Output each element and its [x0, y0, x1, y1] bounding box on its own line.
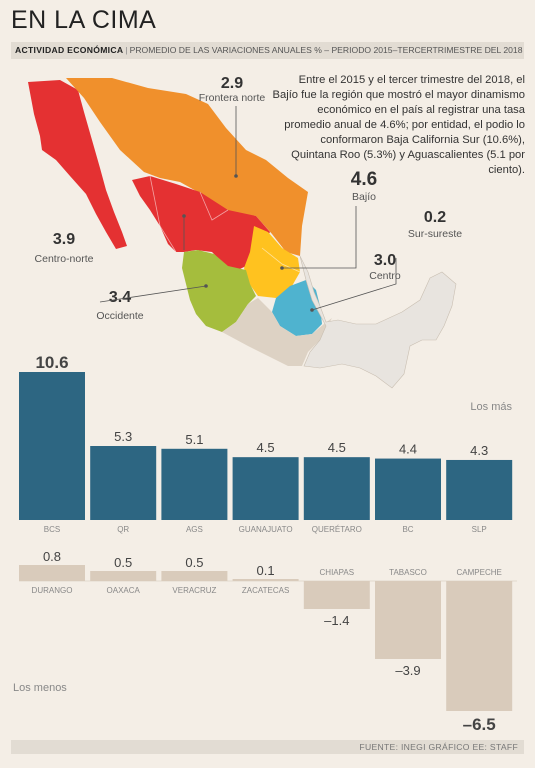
bottom-bar-value-label: –3.9: [395, 663, 420, 678]
top-bar-category-label: SLP: [472, 525, 487, 534]
intro-text: Entre el 2015 y el tercer trimestre del …: [272, 74, 525, 176]
bottom-bar: [303, 581, 370, 609]
bottom-bar-value-label: –6.5: [463, 715, 496, 734]
bottom-group-label: Los menos: [13, 682, 67, 694]
bottom-bar: [19, 565, 85, 581]
region-shape-frontera-norte: [66, 78, 308, 256]
region-value-frontera-norte: 2.9: [221, 75, 243, 92]
bottom-bar-value-label: 0.5: [185, 555, 203, 570]
top-bar: [90, 446, 157, 520]
pointer-lines: [183, 106, 397, 311]
top-bar: [161, 448, 228, 520]
top-bar-category-label: GUANAJUATO: [239, 525, 293, 534]
bottom-bar-category-label: CAMPECHE: [457, 568, 502, 577]
region-shape-baja: [28, 80, 127, 249]
bottom-bar: [161, 571, 228, 581]
bottom-bar: [90, 571, 157, 581]
bottom-bar: [232, 579, 299, 581]
region-value-sur-sureste: 0.2: [424, 209, 446, 226]
top-bar: [303, 457, 370, 520]
region-value-centro: 3.0: [374, 252, 396, 269]
top-bar-value-label: 5.1: [185, 432, 203, 447]
region-shape-bajio: [244, 226, 300, 298]
top-bar: [232, 457, 299, 520]
region-shape-centro-norte: [132, 176, 270, 272]
region-shape-centro: [272, 280, 322, 336]
region-dividers: [149, 175, 301, 273]
subtitle-lead: ACTIVIDAD ECONÓMICA: [15, 45, 124, 55]
pointer-line-occidente: [99, 285, 207, 303]
top-bar: [446, 459, 513, 520]
top-bar: [375, 458, 441, 520]
top-bar-category-label: BCS: [44, 525, 60, 534]
source-bar: FUENTE: INEGI GRÁFICO EE: STAFF: [11, 740, 524, 754]
region-value-occidente: 3.4: [109, 289, 131, 306]
region-name-frontera-norte: Frontera norte: [199, 92, 266, 104]
region-value-centro-norte: 3.9: [53, 231, 75, 248]
region-shape-south-land: [222, 298, 332, 366]
top-bar-category-label: AGS: [186, 525, 203, 534]
bottom-bar-category-label: OAXACA: [107, 586, 141, 595]
subtitle-text: PROMEDIO DE LAS VARIACIONES ANUALES % – …: [129, 45, 523, 55]
region-name-bajio: Bajío: [352, 191, 376, 203]
bottom-bar-category-label: DURANGO: [32, 586, 73, 595]
bottom-bar-chart: 0.8 DURANGO 0.5 OAXACA 0.5 VERACRUZ 0.1 ZACATEC…: [19, 549, 517, 734]
top-bar-value-label: 4.5: [257, 440, 275, 455]
bottom-bar-value-label: 0.8: [43, 549, 61, 564]
top-bar-value-label: 5.3: [114, 429, 132, 444]
bottom-bar: [375, 581, 441, 659]
bottom-bar: [446, 581, 513, 711]
region-name-sur-sureste: Sur-sureste: [408, 228, 462, 240]
region-name-occidente: Occidente: [96, 310, 143, 322]
top-group-label: Los más: [470, 401, 512, 413]
bottom-bar-category-label: CHIAPAS: [320, 568, 355, 577]
bottom-bar-category-label: ZACATECAS: [242, 586, 289, 595]
bottom-bar-value-label: 0.5: [114, 555, 132, 570]
bottom-bar-value-label: 0.1: [257, 563, 275, 578]
region-name-centro: Centro: [369, 270, 401, 282]
top-bar-category-label: BC: [402, 525, 413, 534]
top-bar-value-label: 4.4: [399, 442, 417, 457]
subtitle-bar: ACTIVIDAD ECONÓMICA | PROMEDIO DE LAS VARI…: [11, 42, 524, 59]
region-shape-occidente: [182, 250, 256, 332]
subtitle-separator: |: [125, 45, 128, 55]
top-bar-value-label: 4.5: [328, 440, 346, 455]
page-title: EN LA CIMA: [11, 6, 157, 34]
mexico-region-map: 2.9 Frontera norte 3.9 Centro-norte 4.6 …: [28, 75, 462, 389]
bottom-bar-category-label: TABASCO: [389, 568, 427, 577]
top-bar-value-label: 4.3: [470, 443, 488, 458]
bottom-bar-value-label: –1.4: [324, 613, 349, 628]
top-bar-category-label: QUERÉTARO: [312, 525, 362, 534]
region-value-bajio: 4.6: [351, 169, 377, 190]
bottom-bar-category-label: VERACRUZ: [172, 586, 216, 595]
top-bar-category-label: QR: [117, 525, 129, 534]
source-text: FUENTE: INEGI GRÁFICO EE: STAFF: [359, 742, 518, 752]
region-shape-sur-sureste: [299, 255, 457, 389]
region-name-centro-norte: Centro-norte: [35, 253, 94, 265]
